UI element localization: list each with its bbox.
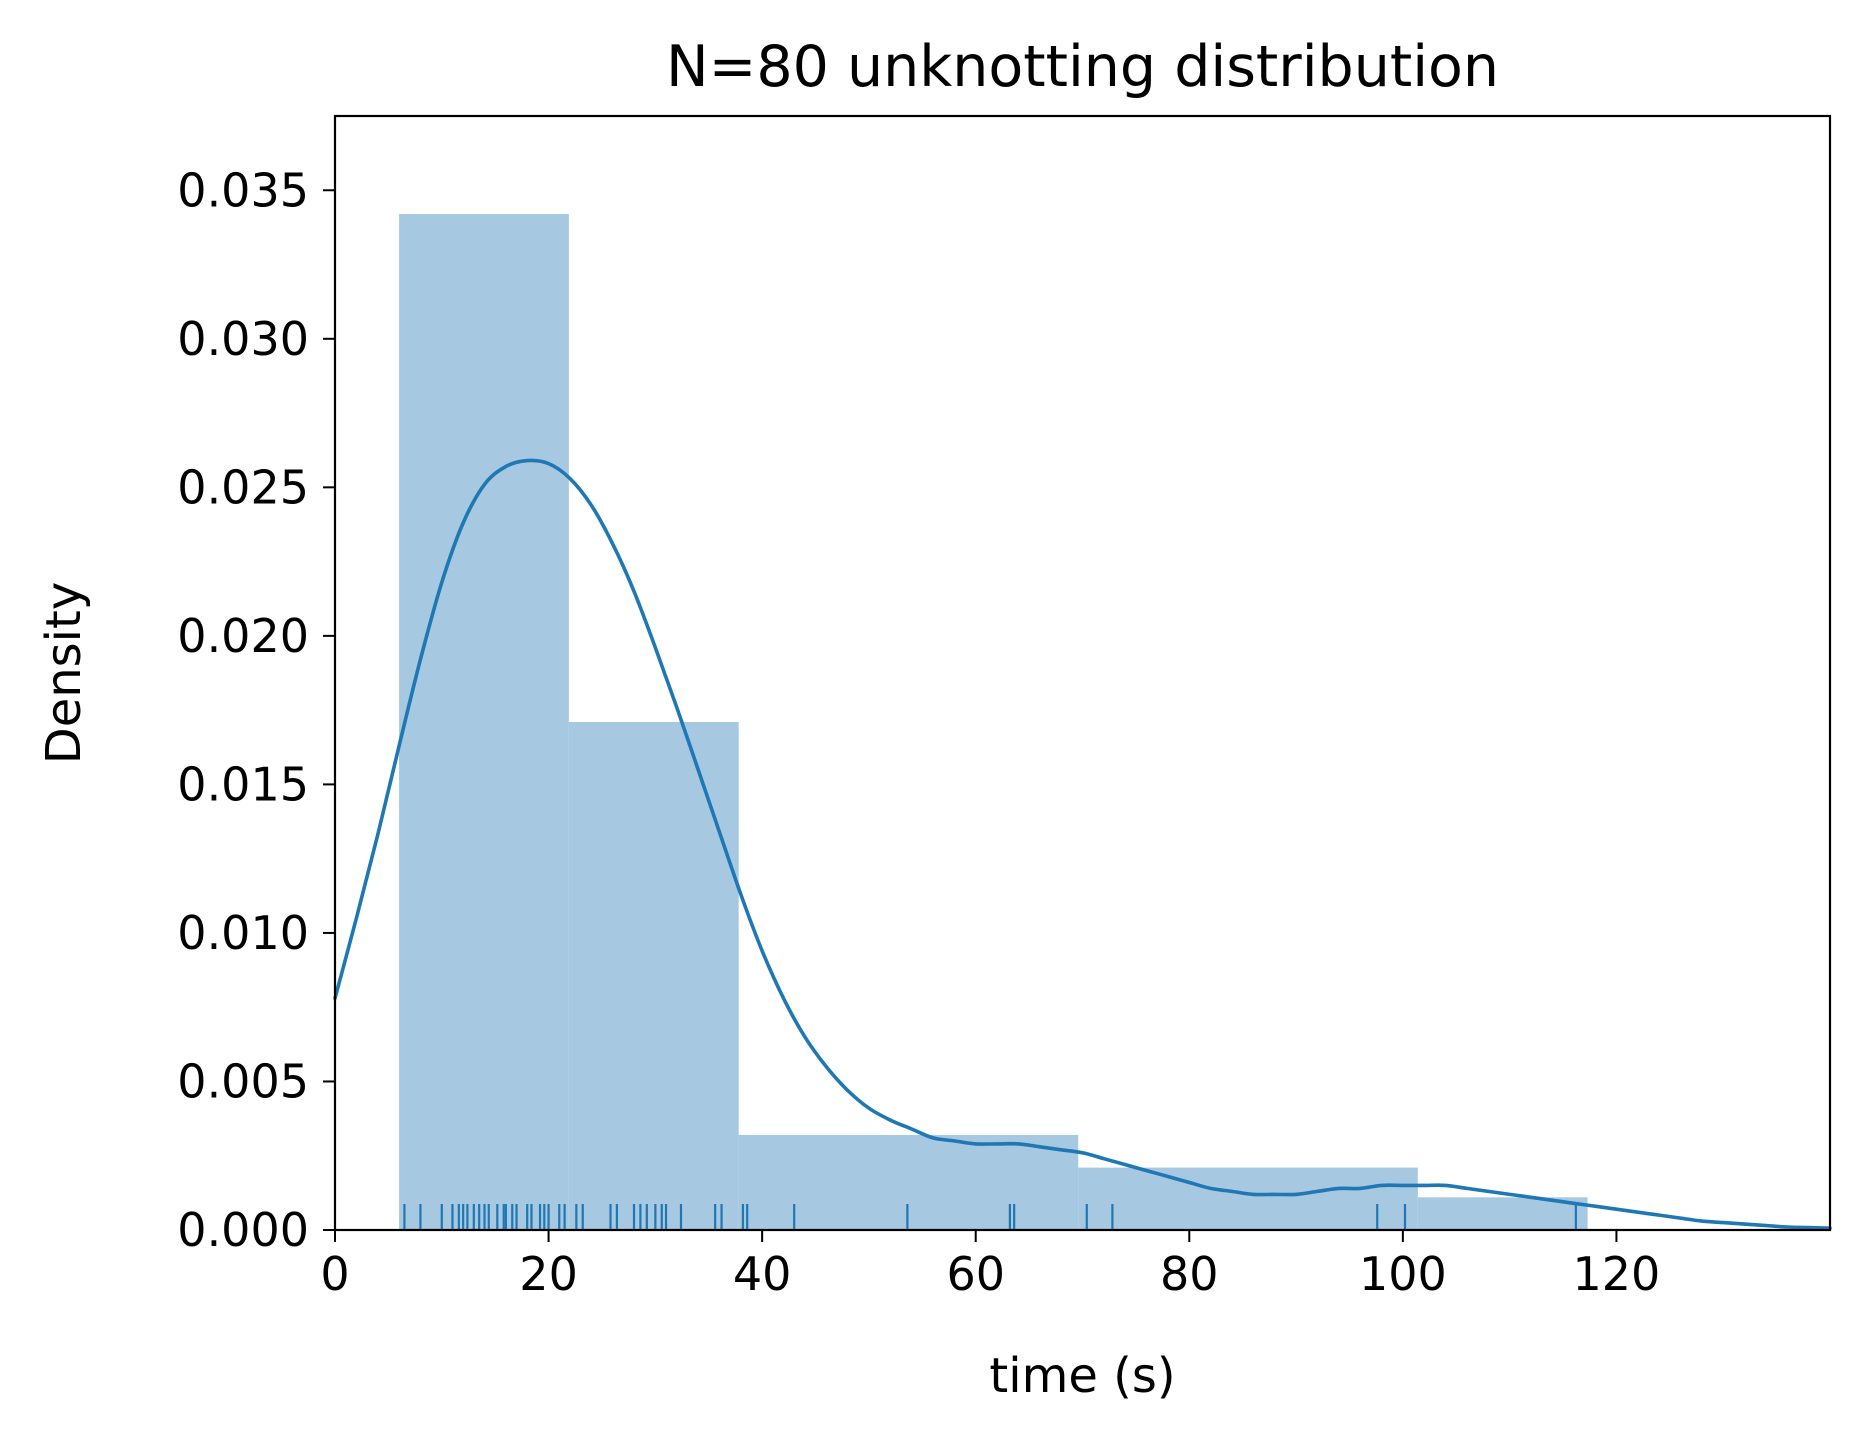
histogram-bar-2	[568, 722, 739, 1230]
y-axis-ticks: 0.000 0.005 0.010 0.015 0.020 0.025 0.030 0.035	[177, 163, 335, 1257]
chart-title: N=80 unknotting distribution	[666, 34, 1499, 100]
kde-curve	[333, 458, 1832, 1230]
histogram-bars	[399, 214, 1588, 1231]
x-tick-label: 40	[733, 1247, 792, 1301]
y-tick-label: 0.010	[177, 906, 309, 960]
x-tick-label: 60	[946, 1247, 1005, 1301]
plot-frame	[333, 114, 1832, 1232]
histogram-bar-1	[399, 214, 569, 1231]
x-tick-label: 80	[1160, 1247, 1219, 1301]
y-tick-label: 0.025	[177, 460, 309, 514]
x-axis-ticks: 0 20 40 60 80 100 120	[320, 1230, 1660, 1301]
x-tick-label: 20	[519, 1247, 578, 1301]
x-tick-label: 100	[1359, 1247, 1447, 1301]
y-tick-label: 0.035	[177, 163, 309, 217]
y-tick-label: 0.005	[177, 1054, 309, 1108]
y-tick-label: 0.030	[177, 312, 309, 366]
y-tick-label: 0.000	[177, 1203, 309, 1257]
kde-curve-group	[333, 458, 1832, 1230]
x-tick-label: 120	[1573, 1247, 1661, 1301]
rug-marks	[403, 1204, 1577, 1230]
x-tick-label: 0	[320, 1247, 349, 1301]
y-axis-label: Density	[36, 582, 92, 764]
x-axis-label: time (s)	[989, 1348, 1175, 1404]
y-tick-label: 0.020	[177, 609, 309, 663]
y-tick-label: 0.015	[177, 757, 309, 811]
histogram-bar-4	[1078, 1167, 1418, 1230]
